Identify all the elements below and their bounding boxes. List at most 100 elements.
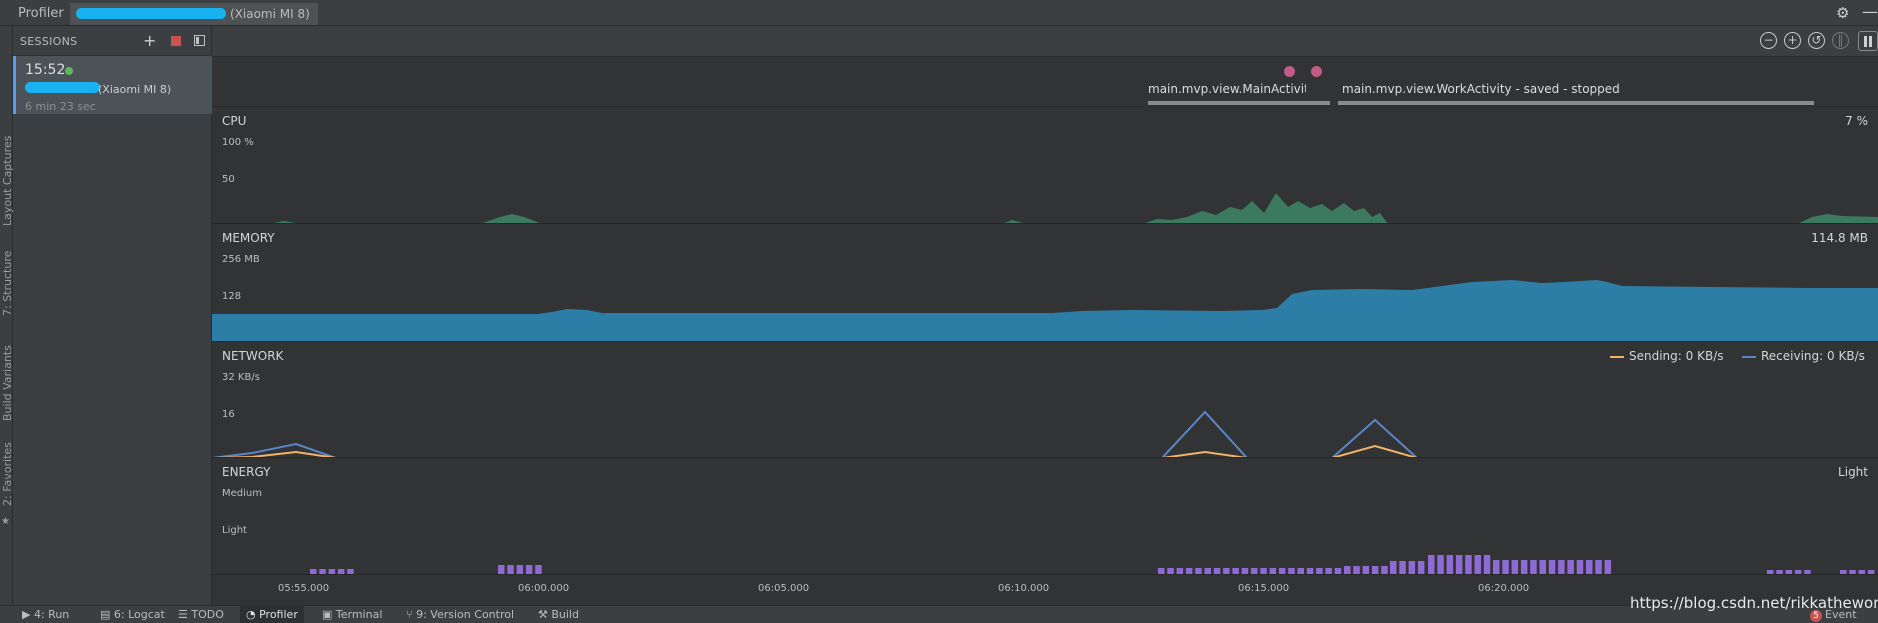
pause-button[interactable] [1858,31,1878,51]
energy-bar [1465,555,1472,574]
bottom-tool-bar: ▶ 4: Run ▤ 6: Logcat ☰ TODO ◔ Profiler ▣… [0,605,1878,623]
logcat-tab[interactable]: ▤ 6: Logcat [100,608,165,621]
energy-bar [1586,560,1593,574]
stop-session-icon[interactable] [171,36,181,46]
energy-bar [1288,568,1295,574]
memory-chart [212,280,1878,341]
legend-receiving: Receiving: 0 KB/s [1742,349,1865,363]
energy-bar [1417,561,1425,574]
time-tick: 06:20.000 [1478,583,1530,594]
redacted-device-name [25,82,100,93]
session-device-label: (Xiaomi MI 8) [230,7,310,21]
session-duration: 6 min 23 sec [25,100,96,113]
energy-bar [1353,566,1360,574]
energy-bar [1316,568,1323,574]
watermark: https://blog.csdn.net/rikkatheworld [1630,594,1878,612]
left-tool-stripe: Layout Captures 7: Structure Build Varia… [0,26,14,605]
sessions-header: SESSIONS + [13,26,212,56]
reset-zoom-icon[interactable]: ↺ [1808,32,1825,49]
energy-bar [1306,568,1314,574]
energy-value: Light [1838,465,1868,479]
profiler-tab[interactable]: ◔ Profiler [240,606,304,623]
events-track: main.mvp.view.MainActivity - s... main.m… [212,57,1878,107]
energy-bar [1213,568,1221,574]
energy-bar [337,569,345,574]
network-tick-mid: 16 [222,409,235,420]
event-log-badge: 5 [1810,610,1822,622]
legend-sending: Sending: 0 KB/s [1610,349,1723,363]
energy-bar [516,565,524,574]
list-icon: ☰ [178,608,192,621]
energy-bar [1223,568,1230,574]
network-track[interactable]: NETWORK Sending: 0 KB/s Receiving: 0 KB/… [212,342,1878,458]
time-tick: 06:05.000 [758,583,810,594]
energy-bar [1195,568,1202,574]
activity-label[interactable]: main.mvp.view.MainActivity - s... [1148,82,1306,96]
network-chart [212,410,1418,457]
run-tab[interactable]: ▶ 4: Run [22,608,70,621]
energy-bar [525,565,533,574]
energy-tick-light: Light [222,525,247,536]
zoom-out-icon[interactable]: − [1760,32,1777,49]
go-live-icon[interactable]: ‖ [1832,32,1849,49]
energy-bar [507,565,514,574]
time-tick: 05:55.000 [278,583,330,594]
zoom-in-icon[interactable]: + [1784,32,1801,49]
cpu-chart [273,193,1878,223]
sessions-label: SESSIONS [20,35,78,48]
activity-label[interactable]: main.mvp.view.WorkActivity - saved - sto… [1342,82,1620,96]
energy-bar [1176,568,1184,574]
gear-icon[interactable]: ⚙ [1836,4,1850,22]
timeline-toolbar: − + ↺ ‖ [212,26,1878,57]
energy-bar [1520,560,1528,574]
energy-bar [1297,568,1304,574]
add-session-icon[interactable]: + [143,31,157,50]
redacted-device-name [76,8,226,19]
cpu-track[interactable]: CPU 7 % 100 % 50 [212,107,1878,224]
energy-bar [1474,555,1481,574]
session-selector[interactable] [70,3,318,25]
energy-bar [1539,560,1546,574]
terminal-icon: ▣ [322,608,336,621]
play-icon: ▶ [22,608,34,621]
energy-bar [1269,568,1277,574]
build-tab[interactable]: ⚒ Build [538,608,579,621]
energy-bar [1158,568,1165,574]
tool-window-header: Profiler (Xiaomi MI 8) ⚙ — [0,0,1878,26]
minimize-icon[interactable]: — [1862,2,1878,21]
energy-bar [1483,555,1491,574]
energy-track[interactable]: ENERGY Light Medium Light [212,458,1878,574]
energy-bar [1558,560,1565,574]
energy-bar [1251,568,1258,574]
cpu-title: CPU [222,114,247,128]
energy-bar [1446,555,1454,574]
cpu-value: 7 % [1845,114,1868,128]
star-icon: ★ [1,516,10,527]
collapse-panel-icon[interactable] [194,35,205,46]
energy-bar [1371,566,1379,574]
logcat-icon: ▤ [100,608,114,621]
energy-bar [1278,568,1286,574]
energy-bar [1548,560,1556,574]
energy-bar [1362,566,1370,574]
todo-tab[interactable]: ☰ TODO [178,608,224,621]
time-tick: 06:15.000 [1238,583,1290,594]
session-item[interactable]: 15:52 (Xiaomi MI 8) 6 min 23 sec [13,56,212,114]
energy-bar [1185,568,1193,574]
energy-bar [1455,555,1463,574]
activity-bar[interactable] [1338,101,1814,105]
energy-bar [535,565,542,574]
memory-track[interactable]: MEMORY 114.8 MB 256 MB 128 [212,224,1878,342]
touch-event-dot [1284,66,1295,77]
energy-bar [1804,570,1811,574]
energy-bar [1604,560,1612,574]
energy-bar [1167,568,1174,574]
energy-bar [1502,560,1509,574]
version-control-tab[interactable]: ⑂ 9: Version Control [406,608,515,621]
energy-bar [1260,568,1267,574]
terminal-tab[interactable]: ▣ Terminal [322,608,383,621]
memory-value: 114.8 MB [1811,231,1868,245]
activity-bar[interactable] [1148,101,1330,105]
cpu-tick-max: 100 % [222,137,254,148]
